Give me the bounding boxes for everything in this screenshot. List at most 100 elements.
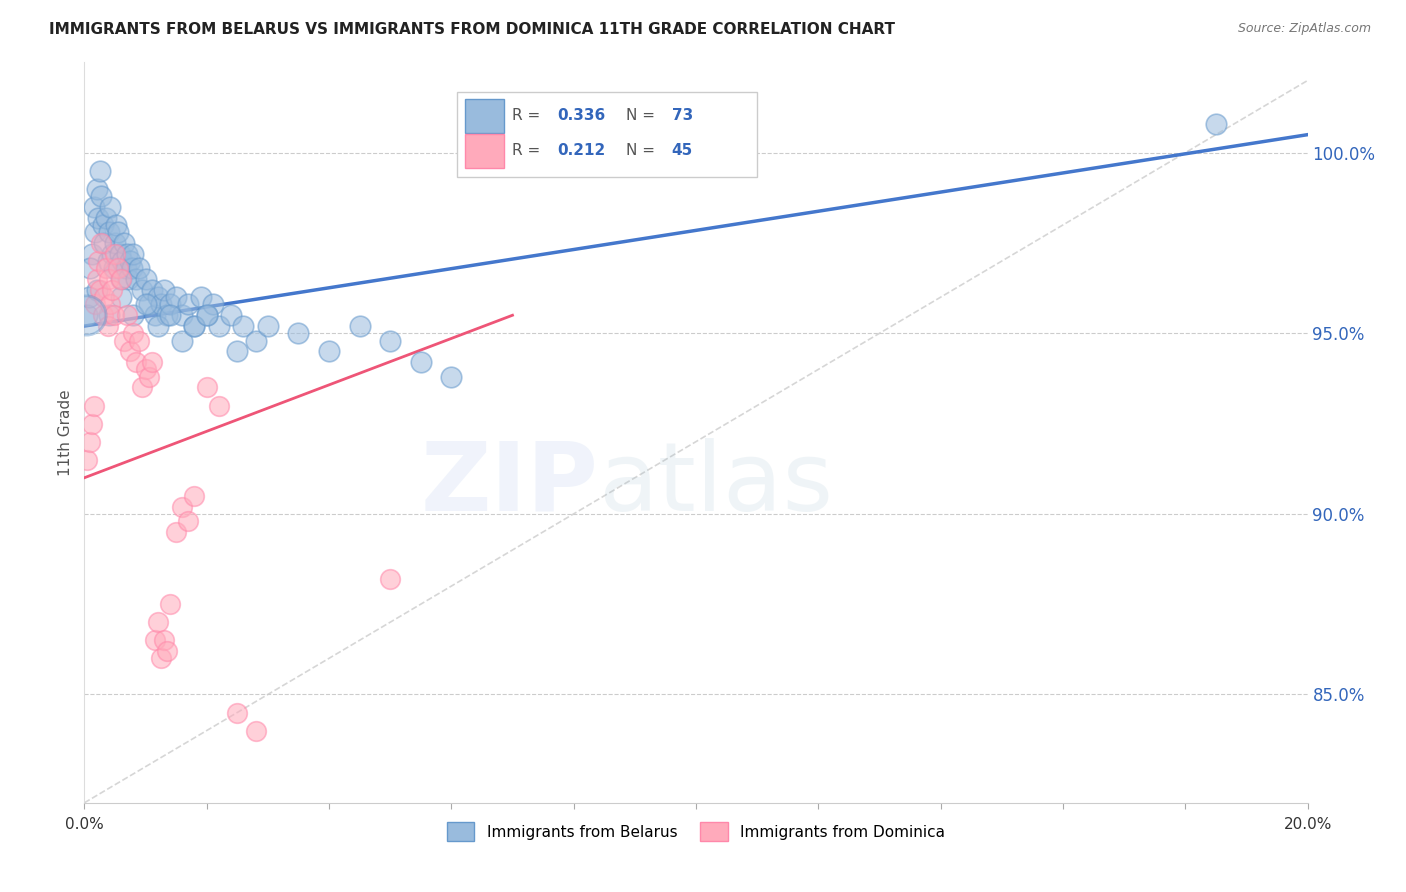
Point bbox=[120, 344, 142, 359]
Point bbox=[146, 290, 169, 304]
Point bbox=[1205, 117, 1227, 131]
Point bbox=[94, 211, 117, 225]
Point bbox=[75, 308, 97, 322]
Point bbox=[226, 706, 249, 720]
Point bbox=[172, 500, 194, 514]
Point bbox=[177, 514, 200, 528]
Point bbox=[190, 290, 212, 304]
Point bbox=[153, 283, 176, 297]
Point bbox=[83, 200, 105, 214]
FancyBboxPatch shape bbox=[465, 99, 503, 133]
Point bbox=[112, 334, 135, 348]
Point bbox=[103, 308, 125, 322]
Point bbox=[121, 261, 143, 276]
Point bbox=[128, 334, 150, 348]
Point bbox=[80, 247, 103, 261]
Point bbox=[115, 308, 138, 322]
Point bbox=[135, 362, 157, 376]
Point bbox=[107, 225, 129, 239]
Point bbox=[183, 319, 205, 334]
Text: R =: R = bbox=[513, 108, 546, 123]
Point bbox=[195, 308, 218, 322]
Point bbox=[131, 283, 153, 297]
Point bbox=[138, 297, 160, 311]
Point bbox=[183, 489, 205, 503]
Point bbox=[105, 218, 128, 232]
Point bbox=[79, 434, 101, 449]
Point bbox=[183, 319, 205, 334]
Point bbox=[80, 417, 103, 431]
Point bbox=[112, 235, 135, 250]
Point bbox=[156, 644, 179, 658]
FancyBboxPatch shape bbox=[457, 92, 758, 178]
Point bbox=[97, 319, 120, 334]
Point bbox=[208, 319, 231, 334]
Point bbox=[122, 308, 145, 322]
Text: 0.212: 0.212 bbox=[558, 143, 606, 158]
Point bbox=[94, 261, 117, 276]
Point bbox=[89, 283, 111, 297]
Point bbox=[380, 334, 402, 348]
Point bbox=[146, 615, 169, 630]
Point bbox=[91, 218, 114, 232]
Point bbox=[165, 290, 187, 304]
Point bbox=[110, 272, 132, 286]
FancyBboxPatch shape bbox=[465, 134, 503, 168]
Point bbox=[257, 319, 280, 334]
Point bbox=[219, 308, 242, 322]
Point bbox=[77, 290, 100, 304]
Point bbox=[141, 355, 163, 369]
Text: 20.0%: 20.0% bbox=[1284, 817, 1331, 832]
Text: N =: N = bbox=[626, 143, 661, 158]
Text: ZIP: ZIP bbox=[420, 438, 598, 531]
Point bbox=[141, 283, 163, 297]
Point bbox=[76, 452, 98, 467]
Point bbox=[349, 319, 371, 334]
Point bbox=[108, 247, 131, 261]
Point bbox=[159, 308, 181, 322]
Point bbox=[86, 283, 108, 297]
Point bbox=[245, 334, 267, 348]
Point bbox=[125, 272, 148, 286]
Point bbox=[84, 225, 107, 239]
Point bbox=[110, 290, 132, 304]
Point bbox=[84, 297, 107, 311]
Text: R =: R = bbox=[513, 143, 546, 158]
Point bbox=[97, 254, 120, 268]
Point bbox=[101, 283, 124, 297]
Text: 73: 73 bbox=[672, 108, 693, 123]
Point bbox=[156, 308, 179, 322]
Point bbox=[245, 723, 267, 738]
Point bbox=[153, 633, 176, 648]
Point bbox=[135, 297, 157, 311]
Legend: Immigrants from Belarus, Immigrants from Dominica: Immigrants from Belarus, Immigrants from… bbox=[441, 816, 950, 847]
Point bbox=[409, 355, 432, 369]
Point bbox=[97, 308, 120, 322]
Point bbox=[201, 297, 224, 311]
Text: IMMIGRANTS FROM BELARUS VS IMMIGRANTS FROM DOMINICA 11TH GRADE CORRELATION CHART: IMMIGRANTS FROM BELARUS VS IMMIGRANTS FR… bbox=[49, 22, 896, 37]
Y-axis label: 11th Grade: 11th Grade bbox=[58, 389, 73, 476]
Point bbox=[131, 380, 153, 394]
Text: 0.336: 0.336 bbox=[558, 108, 606, 123]
Point bbox=[104, 247, 127, 261]
Point bbox=[125, 355, 148, 369]
Point bbox=[87, 254, 110, 268]
Point bbox=[208, 399, 231, 413]
Point bbox=[93, 290, 115, 304]
Point bbox=[440, 369, 463, 384]
Point bbox=[135, 272, 157, 286]
Point bbox=[380, 572, 402, 586]
Point bbox=[79, 261, 101, 276]
Point bbox=[143, 308, 166, 322]
Point bbox=[149, 651, 172, 665]
Point bbox=[101, 247, 124, 261]
Point bbox=[110, 272, 132, 286]
Point bbox=[146, 319, 169, 334]
Point bbox=[117, 272, 139, 286]
Point bbox=[89, 163, 111, 178]
Point bbox=[90, 189, 112, 203]
Point bbox=[128, 261, 150, 276]
Text: N =: N = bbox=[626, 108, 661, 123]
Point bbox=[195, 308, 218, 322]
Point bbox=[111, 254, 134, 268]
